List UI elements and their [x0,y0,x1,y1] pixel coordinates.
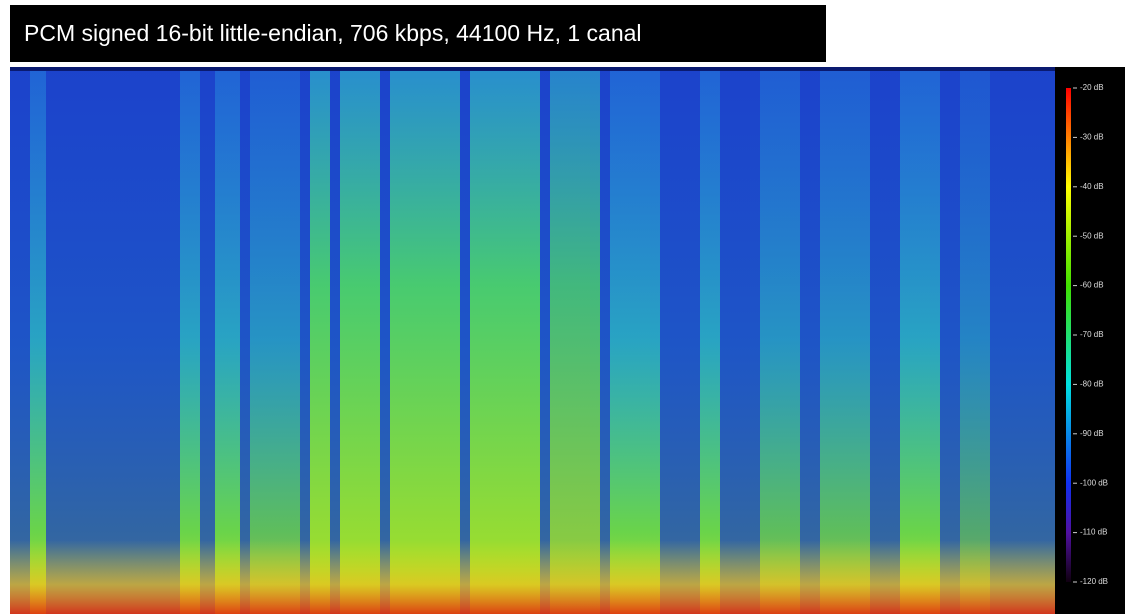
colorbar-label: -80 dB [1080,380,1104,389]
colorbar-label: -100 dB [1080,478,1108,487]
colorbar-label: -20 dB [1080,83,1104,92]
colorbar-label: -70 dB [1080,330,1104,339]
colorbar-label: -120 dB [1080,577,1108,586]
colorbar-label: -60 dB [1080,281,1104,290]
colorbar-label: -90 dB [1080,429,1104,438]
colorbar-label: -40 dB [1080,182,1104,191]
header-title: PCM signed 16-bit little-endian, 706 kbp… [10,5,826,62]
colorbar-label: -30 dB [1080,133,1104,142]
colorbar-labels: -20 dB -30 dB -40 dB -50 dB -60 dB -70 dB -80 … [1073,83,1108,586]
spectrogram [10,67,1055,614]
colorbar-label: -50 dB [1080,231,1104,240]
colorbar-label: -110 dB [1080,528,1107,537]
colorbar [1055,67,1125,614]
